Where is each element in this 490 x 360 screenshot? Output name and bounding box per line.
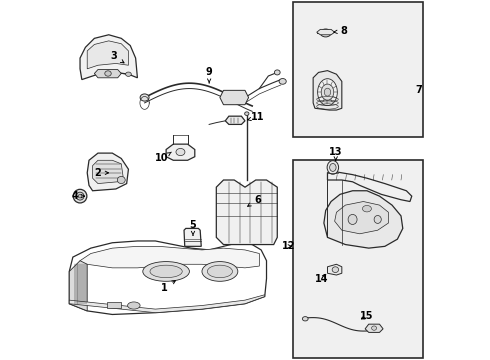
Text: 14: 14 [316, 274, 329, 284]
Ellipse shape [117, 176, 125, 184]
Text: 2: 2 [95, 168, 108, 178]
Ellipse shape [318, 79, 337, 105]
Ellipse shape [302, 317, 308, 321]
Polygon shape [69, 295, 265, 313]
Text: 5: 5 [190, 220, 196, 235]
Ellipse shape [73, 189, 87, 203]
Ellipse shape [202, 262, 238, 281]
Ellipse shape [274, 70, 280, 75]
Polygon shape [166, 144, 195, 160]
Polygon shape [313, 71, 342, 110]
Ellipse shape [374, 216, 381, 224]
Bar [294, 160, 422, 357]
Polygon shape [87, 153, 128, 191]
Polygon shape [95, 69, 122, 78]
Ellipse shape [245, 112, 249, 116]
Ellipse shape [125, 72, 131, 76]
Polygon shape [80, 246, 259, 268]
Bar [107, 302, 122, 308]
Ellipse shape [363, 206, 371, 212]
Ellipse shape [327, 161, 339, 174]
Text: 13: 13 [329, 147, 343, 160]
Ellipse shape [140, 94, 149, 101]
Ellipse shape [78, 194, 82, 198]
Text: 11: 11 [247, 112, 264, 122]
Polygon shape [184, 228, 201, 246]
Ellipse shape [324, 88, 331, 96]
Polygon shape [87, 41, 128, 69]
Text: 6: 6 [247, 195, 261, 206]
Polygon shape [80, 35, 137, 80]
Ellipse shape [279, 78, 286, 84]
Text: 15: 15 [360, 311, 374, 321]
Text: 8: 8 [334, 26, 347, 36]
Polygon shape [225, 116, 245, 125]
Polygon shape [317, 30, 335, 35]
Polygon shape [324, 191, 403, 248]
Polygon shape [69, 241, 267, 315]
Polygon shape [216, 180, 277, 244]
Text: 12: 12 [282, 241, 295, 251]
Text: 9: 9 [206, 67, 213, 83]
Ellipse shape [150, 265, 182, 278]
Polygon shape [93, 160, 123, 184]
Ellipse shape [348, 215, 357, 225]
Ellipse shape [76, 192, 84, 200]
Ellipse shape [143, 262, 190, 281]
Ellipse shape [127, 302, 140, 309]
Text: 3: 3 [111, 51, 124, 63]
Ellipse shape [332, 267, 339, 273]
Ellipse shape [371, 326, 377, 330]
Bar [294, 3, 422, 137]
Ellipse shape [321, 84, 334, 100]
Ellipse shape [207, 265, 232, 278]
Text: 1: 1 [161, 281, 175, 293]
Polygon shape [335, 202, 389, 234]
Ellipse shape [330, 163, 336, 171]
Text: 4: 4 [71, 191, 84, 201]
Ellipse shape [176, 148, 185, 156]
Polygon shape [69, 261, 87, 311]
Polygon shape [327, 171, 412, 202]
Text: 10: 10 [155, 152, 172, 163]
Polygon shape [365, 324, 383, 332]
Polygon shape [220, 90, 248, 105]
Ellipse shape [320, 29, 331, 37]
Text: 7: 7 [416, 85, 422, 95]
Ellipse shape [105, 71, 111, 76]
Polygon shape [327, 264, 342, 275]
